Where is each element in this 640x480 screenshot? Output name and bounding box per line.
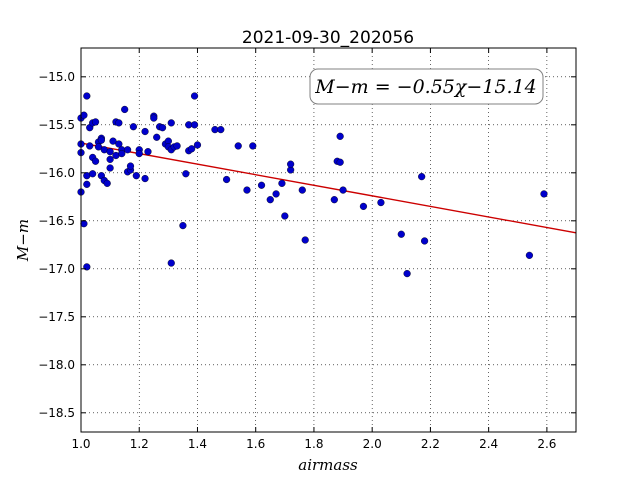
- scatter-point: [397, 230, 405, 238]
- fit-line-layer: [80, 142, 577, 234]
- scatter-point: [217, 126, 225, 134]
- grid: [80, 48, 576, 432]
- x-tick-label: 1.4: [188, 437, 207, 451]
- scatter-point: [115, 140, 123, 148]
- y-axis-label: M−m: [14, 219, 32, 262]
- scatter-point: [179, 222, 187, 230]
- scatter-point: [91, 157, 100, 165]
- scatter-point: [336, 158, 344, 166]
- scatter-point: [243, 186, 251, 194]
- scatter-point: [106, 148, 114, 156]
- scatter-point: [330, 196, 338, 204]
- scatter-point: [403, 270, 411, 278]
- scatter-point: [132, 172, 140, 180]
- scatter-point: [94, 143, 103, 151]
- scatter-point: [158, 124, 167, 132]
- y-tick-label: −18.0: [38, 358, 75, 372]
- scatter-point: [377, 198, 385, 207]
- scatter-point: [540, 190, 548, 198]
- scatter-point: [173, 142, 181, 150]
- plot-frame: [80, 47, 577, 433]
- scatter-point: [89, 170, 97, 178]
- y-axis-ticks: −15.0 −15.5 −16.0 −16.5 −17.0 −17.5 −18.0 −18.5: [38, 70, 576, 420]
- scatter-point: [249, 142, 257, 150]
- scatter-point: [150, 114, 158, 122]
- scatter-point: [129, 123, 138, 131]
- scatter-point: [106, 155, 114, 163]
- scatter-point: [153, 133, 161, 141]
- x-tick-label: 1.8: [304, 437, 323, 451]
- equation-annotation: M−m = −0.55χ−15.14: [309, 68, 544, 105]
- x-tick-label: 2.2: [421, 437, 440, 451]
- scatter-point: [182, 170, 190, 178]
- scatter-point: [86, 142, 94, 150]
- scatter-point: [118, 150, 126, 158]
- x-tick-label: 1.0: [71, 437, 90, 451]
- x-axis-ticks: 1.0 1.2 1.4 1.6 1.8 2.0 2.2 2.4 2.6: [71, 48, 556, 451]
- x-tick-label: 1.2: [130, 437, 149, 451]
- annotation-box: [309, 68, 544, 105]
- scatter-point: [141, 174, 149, 183]
- scatter-point: [115, 119, 123, 127]
- scatter-point: [525, 251, 534, 259]
- scatter-point: [121, 105, 129, 114]
- fit-line: [80, 142, 577, 234]
- scatter-point: [298, 186, 306, 194]
- x-tick-label: 1.6: [246, 437, 265, 451]
- x-tick-label: 2.4: [479, 437, 498, 451]
- scatter-point: [281, 212, 289, 220]
- scatter-point: [80, 111, 88, 119]
- scatter-point: [190, 121, 199, 129]
- scatter-point: [359, 202, 368, 211]
- scatter-point: [135, 150, 143, 158]
- scatter-point: [109, 137, 117, 145]
- scatter-point: [339, 186, 347, 194]
- x-tick-label: 2.0: [363, 437, 382, 451]
- chart-title: 2021-09-30_202056: [242, 28, 414, 48]
- x-tick-label: 2.6: [537, 437, 556, 451]
- y-tick-label: −15.0: [38, 70, 75, 84]
- scatter-point: [272, 190, 280, 198]
- scatter-point: [257, 181, 266, 189]
- scatter-point: [141, 127, 149, 136]
- y-tick-label: −17.5: [38, 310, 75, 324]
- scatter-points: [77, 92, 548, 278]
- y-tick-label: −16.5: [38, 214, 75, 228]
- scatter-point: [123, 146, 132, 154]
- scatter-point: [103, 179, 111, 187]
- scatter-point: [188, 145, 196, 153]
- scatter-point: [106, 164, 114, 172]
- scatter-point: [167, 119, 175, 127]
- scatter-point: [301, 236, 309, 244]
- y-tick-label: −15.5: [38, 118, 75, 132]
- scatter-point: [97, 136, 105, 144]
- scatter-point: [83, 92, 91, 100]
- scatter-point: [190, 92, 199, 100]
- scatter-point: [91, 118, 100, 126]
- scatter-point: [144, 148, 152, 156]
- scatter-point: [266, 196, 274, 204]
- y-tick-label: −16.0: [38, 166, 75, 180]
- scatter-point: [420, 237, 429, 245]
- scatter-point: [278, 179, 286, 187]
- scatter-point: [222, 175, 231, 184]
- scatter-point: [83, 180, 91, 188]
- x-axis-label: airmass: [298, 456, 358, 474]
- scatter-point: [234, 142, 242, 150]
- y-tick-label: −18.5: [38, 406, 75, 420]
- scatter-point: [167, 259, 175, 267]
- scatter-point: [287, 160, 295, 168]
- y-tick-label: −17.0: [38, 262, 75, 276]
- scatter-point: [193, 141, 202, 149]
- scatter-point: [126, 162, 135, 170]
- scatter-point: [336, 132, 344, 140]
- annotation-equation: M−m = −0.55χ−15.14: [314, 76, 536, 98]
- scatter-point: [418, 173, 426, 181]
